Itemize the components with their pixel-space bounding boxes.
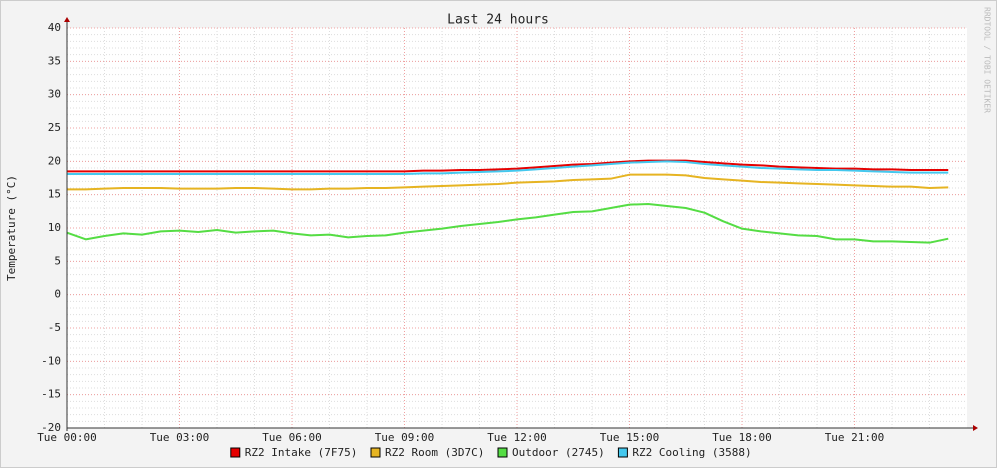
x-tick-label: Tue 21:00	[825, 431, 885, 444]
legend-label: RZ2 Cooling (3588)	[632, 446, 751, 459]
y-tick-label: 15	[48, 188, 61, 201]
series-line	[67, 173, 949, 191]
y-tick-label: 0	[54, 288, 61, 301]
y-tick-label: 40	[48, 21, 61, 34]
y-tick-label: -20	[41, 421, 61, 434]
y-tick-label: 5	[54, 254, 61, 267]
x-tick-label: Tue 06:00	[262, 431, 322, 444]
axis-arrow	[973, 425, 978, 431]
legend-label: Outdoor (2745)	[512, 446, 605, 459]
legend-swatch	[230, 447, 241, 458]
y-tick-label: 20	[48, 154, 61, 167]
legend-swatch	[617, 447, 628, 458]
y-tick-label: 10	[48, 221, 61, 234]
x-tick-label: Tue 12:00	[487, 431, 547, 444]
series-line	[67, 160, 949, 175]
x-tick-label: Tue 03:00	[150, 431, 210, 444]
y-tick-label: 25	[48, 121, 61, 134]
watermark: RRDTOOL / TOBI OETIKER	[983, 7, 992, 113]
y-tick-label: 30	[48, 88, 61, 101]
y-tick-label: -5	[48, 321, 61, 334]
legend-label: RZ2 Room (3D7C)	[385, 446, 484, 459]
legend-swatch	[497, 447, 508, 458]
x-tick-label: Tue 15:00	[600, 431, 660, 444]
chart-title: Last 24 hours	[447, 13, 549, 28]
axis-arrow	[64, 17, 70, 22]
x-tick-label: Tue 18:00	[712, 431, 772, 444]
series-line	[67, 159, 949, 173]
y-tick-label: -15	[41, 388, 61, 401]
x-tick-label: Tue 00:00	[37, 431, 97, 444]
y-axis-label: Temperature (°C)	[5, 175, 18, 281]
x-tick-label: Tue 09:00	[375, 431, 435, 444]
y-tick-label: 35	[48, 54, 61, 67]
y-tick-label: -10	[41, 354, 61, 367]
series-line	[66, 203, 949, 244]
legend-swatch	[370, 447, 381, 458]
legend-label: RZ2 Intake (7F75)	[245, 446, 358, 459]
